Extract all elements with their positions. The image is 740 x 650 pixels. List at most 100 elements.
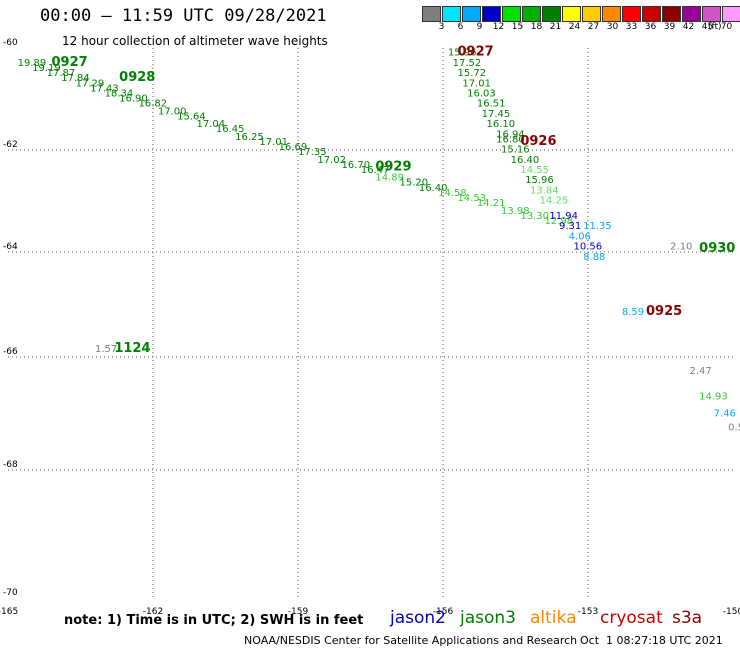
wave-height-value: 14.93 <box>699 391 728 402</box>
color-scale-tick: 12 <box>492 22 505 32</box>
lat-tick-label: -66 <box>3 347 18 357</box>
wave-height-value: 16.51 <box>477 99 506 110</box>
color-scale-tick: 21 <box>549 22 562 32</box>
wave-height-value: 17.43 <box>90 83 119 94</box>
chart-subtitle: 12 hour collection of altimeter wave hei… <box>62 34 328 48</box>
footer-note: note: 1) Time is in UTC; 2) SWH is in fe… <box>64 613 364 628</box>
wave-height-value: 14.89 <box>375 173 404 184</box>
wave-height-value: 17.45 <box>482 109 511 120</box>
pass-time-label: 0927 <box>52 55 88 70</box>
legend-cryosat: cryosat <box>600 608 663 628</box>
wave-height-value: 14.53 <box>458 193 487 204</box>
lat-tick-label: -64 <box>3 242 18 252</box>
wave-height-value: 15.64 <box>177 111 206 122</box>
color-scale-tick: 3 <box>438 22 445 32</box>
color-swatch-5 <box>522 6 541 22</box>
wave-height-value: 16.82 <box>139 99 168 110</box>
legend-s3a: s3a <box>672 608 703 628</box>
pass-time-label: 0930 <box>699 241 735 256</box>
wave-height-value: 17.35 <box>298 147 327 158</box>
wave-height-value: 17.00 <box>158 106 187 117</box>
color-scale-unit: (ft) <box>708 22 722 32</box>
wave-height-value: 17.29 <box>76 78 105 89</box>
wave-height-value: 17.01 <box>259 137 288 148</box>
color-swatch-9 <box>602 6 621 22</box>
wave-height-value: 19.89 <box>18 58 47 69</box>
wave-height-value: 8.88 <box>583 252 605 263</box>
color-swatch-4 <box>502 6 521 22</box>
color-swatch-1 <box>442 6 461 22</box>
wave-height-value: 12.98 <box>545 216 574 227</box>
color-swatch-12 <box>662 6 681 22</box>
lat-tick-label: -60 <box>3 38 18 48</box>
wave-height-value: 17.84 <box>61 73 90 84</box>
wave-height-value: 14.21 <box>477 198 506 209</box>
color-scale-labels: 3 6 9 12 15 18 21 24 27 30 33 36 39 42 45 70 <box>422 22 736 32</box>
color-scale-tick: 18 <box>530 22 543 32</box>
wave-height-value: 13.84 <box>530 185 559 196</box>
color-scale-tick: 30 <box>606 22 619 32</box>
color-scale-tick: 42 <box>682 22 695 32</box>
wave-height-value: 0.5 <box>728 422 740 433</box>
wave-height-value: 16.90 <box>119 94 148 105</box>
lon-tick-label: -150 <box>723 607 740 617</box>
pass-time-label: 0929 <box>375 159 411 174</box>
wave-height-value: 16.25 <box>235 132 264 143</box>
color-swatch-13 <box>682 6 701 22</box>
wave-height-value: 17.87 <box>47 68 76 79</box>
color-swatch-2 <box>462 6 481 22</box>
wave-height-value: 14.55 <box>520 165 549 176</box>
wave-height-value: 9.31 <box>559 221 581 232</box>
lon-tick-label: -153 <box>578 607 598 617</box>
wave-height-value: 16.94 <box>496 129 525 140</box>
wave-height-value: 2.47 <box>690 366 712 377</box>
wave-height-value: 13.30 <box>520 211 549 222</box>
color-scale-bar <box>422 6 740 22</box>
wave-height-value: 17.01 <box>462 78 491 89</box>
lat-tick-label: -62 <box>3 140 18 150</box>
wave-height-value: 16.40 <box>419 183 448 194</box>
wave-height-value: 17.02 <box>317 155 346 166</box>
legend-altika: altika <box>530 608 577 628</box>
wave-height-value: 16.10 <box>487 119 516 130</box>
wave-height-value: 4.06 <box>569 231 591 242</box>
pass-time-label: 0925 <box>646 304 682 319</box>
lon-tick-label: -156 <box>433 607 454 617</box>
wave-height-value: 2.10 <box>670 241 692 252</box>
color-swatch-15 <box>722 6 740 22</box>
lon-tick-label: -165 <box>0 607 18 617</box>
color-scale-tick: 45 <box>701 22 714 32</box>
color-scale-tick: 33 <box>625 22 638 32</box>
color-scale-tick: 70 <box>720 22 733 32</box>
color-swatch-11 <box>642 6 661 22</box>
wave-height-value: 18.34 <box>105 88 134 99</box>
credit-line: NOAA/NESDIS Center for Satellite Applica… <box>244 634 578 647</box>
wave-height-value: 16.69 <box>279 142 308 153</box>
wave-height-value: 19.19 <box>32 63 61 74</box>
wave-height-value: 16.45 <box>216 124 245 135</box>
wave-height-value: 15.72 <box>458 68 487 79</box>
color-swatch-14 <box>702 6 721 22</box>
lon-tick-label: -159 <box>288 607 309 617</box>
wave-height-value: 16.03 <box>467 88 496 99</box>
wave-height-value: 15.16 <box>501 145 530 156</box>
wave-height-value: 13.98 <box>501 206 530 217</box>
color-scale-tick: 9 <box>476 22 483 32</box>
color-scale-tick: 27 <box>587 22 600 32</box>
wave-height-value: 1.57 <box>95 344 117 355</box>
wave-height-value: 15.20 <box>400 178 429 189</box>
wave-height-value: 8.59 <box>622 307 644 318</box>
wave-height-value: 11.35 <box>583 221 612 232</box>
color-scale-tick: 36 <box>644 22 657 32</box>
lat-tick-label: -68 <box>3 460 18 470</box>
wave-height-value: 17.04 <box>197 119 226 130</box>
color-swatch-10 <box>622 6 641 22</box>
lon-tick-label: -162 <box>143 607 163 617</box>
wave-height-value: 11.94 <box>549 211 578 222</box>
wave-height-value: 16.80 <box>496 134 525 145</box>
color-swatch-6 <box>542 6 561 22</box>
wave-height-value: 17.52 <box>453 58 482 69</box>
color-swatch-8 <box>582 6 601 22</box>
chart-title: 00:00 – 11:59 UTC 09/28/2021 <box>40 6 327 26</box>
